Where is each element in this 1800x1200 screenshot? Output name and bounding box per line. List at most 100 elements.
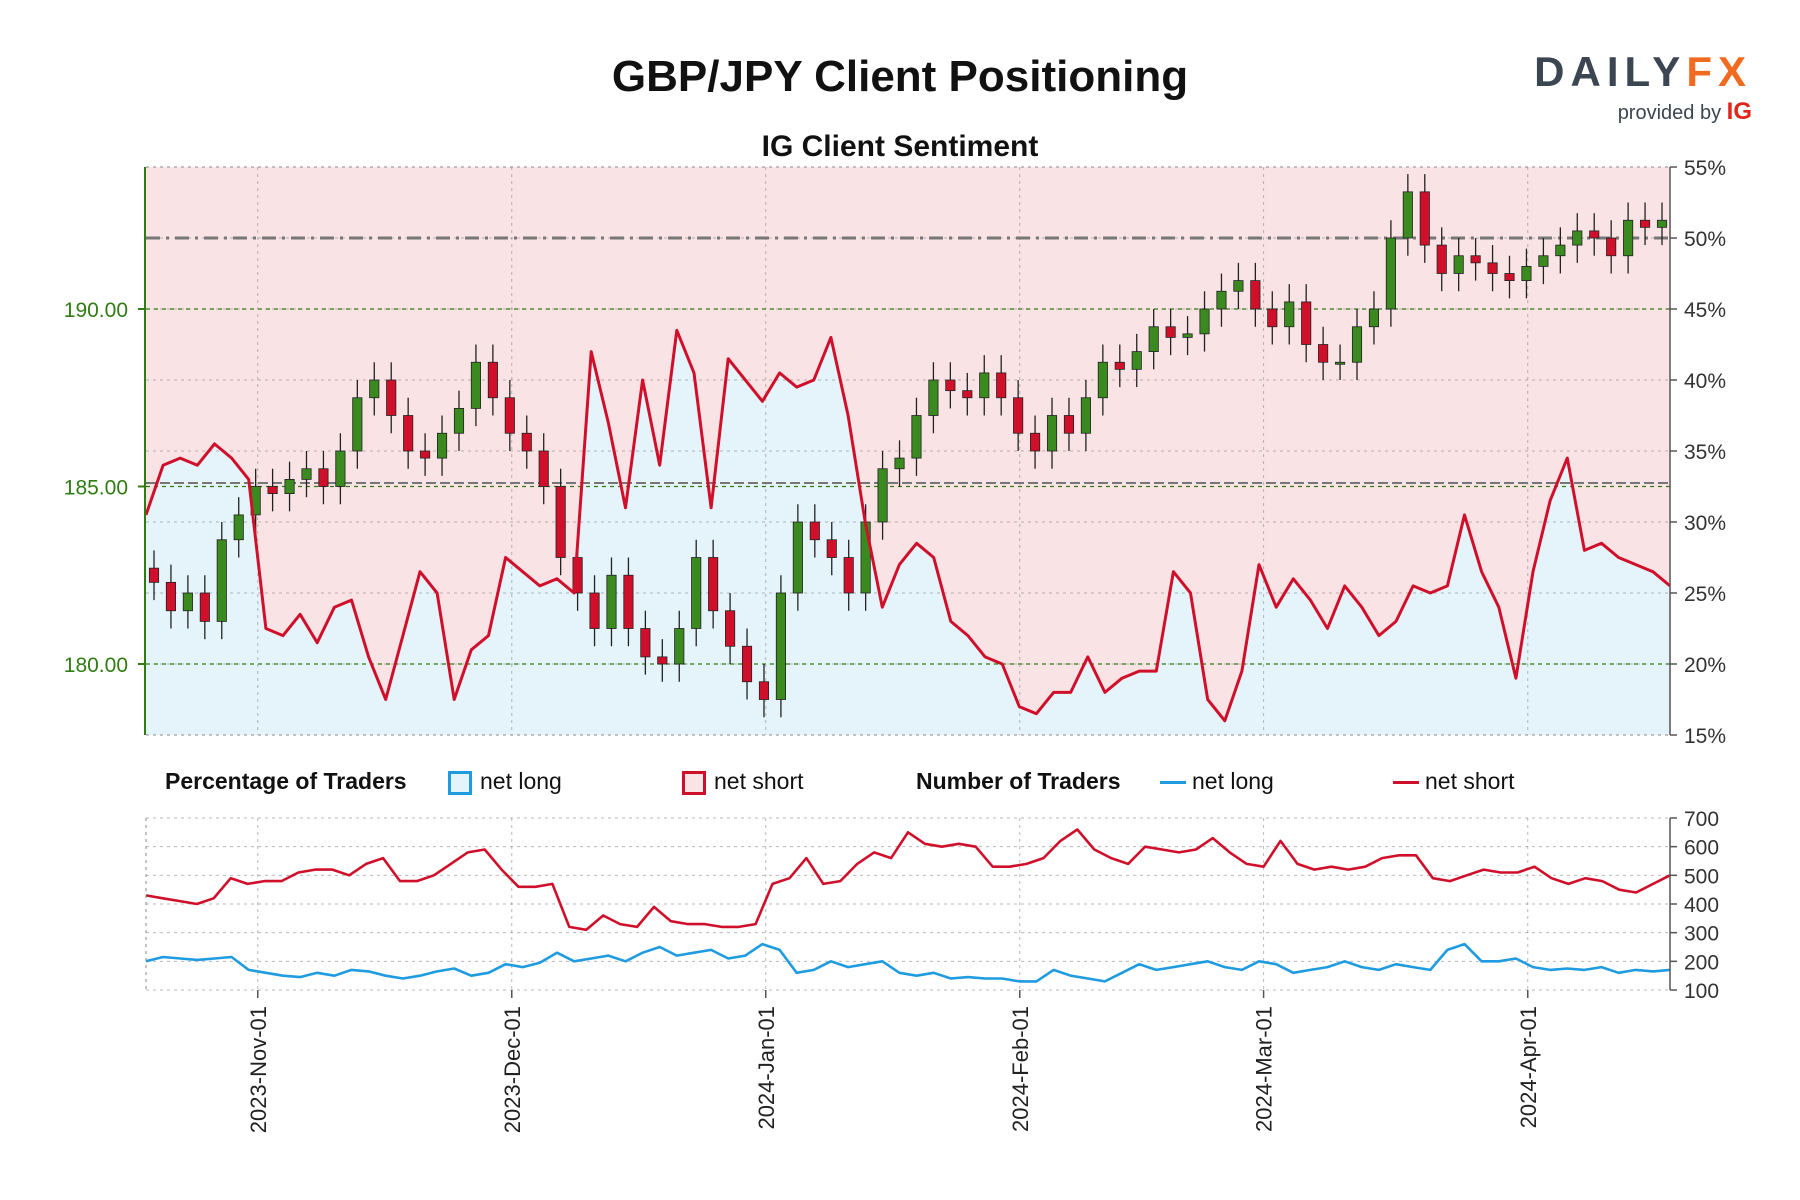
candle-body: [521, 432, 532, 452]
candle-body: [1080, 397, 1091, 434]
date-tick-label: 2023-Dec-01: [500, 1006, 525, 1133]
candle-body: [436, 432, 448, 459]
candle-body: [1013, 397, 1024, 434]
candle-body: [945, 379, 956, 392]
traders-line-net-long: [145, 942, 1671, 983]
date-tick-label: 2023-Nov-01: [246, 1006, 271, 1133]
candle-body: [1114, 361, 1125, 370]
candle-body: [1521, 265, 1532, 281]
percent-tick-label: 20%: [1684, 654, 1726, 677]
candle-body: [1623, 219, 1634, 257]
brand-provider-logo: IG: [1726, 98, 1752, 125]
traders-tick-label: 700: [1684, 808, 1719, 831]
price-candles: [148, 174, 1668, 718]
candle-body: [420, 450, 431, 459]
brand-wordmark: DAILYFX: [1534, 48, 1752, 96]
traders-tick-label: 500: [1684, 865, 1719, 888]
candle-body: [182, 592, 193, 612]
chart-title: GBP/JPY Client Positioning: [611, 52, 1189, 101]
candle-body: [1131, 351, 1142, 370]
candle-body: [267, 486, 278, 494]
main-plot-grid: [146, 166, 1670, 736]
legend-pct-long-swatch: [448, 771, 472, 795]
candle-body: [1216, 290, 1227, 310]
candle-body: [504, 397, 515, 434]
percent-tick-label: 45%: [1684, 299, 1726, 322]
candle-body: [1538, 255, 1549, 267]
date-tick-label: 2024-Jan-01: [754, 1006, 779, 1130]
candle-body: [369, 379, 380, 399]
traders-lines: [145, 828, 1671, 983]
brand-logo: DAILYFX provided by IG: [1530, 48, 1770, 128]
legend-pct-long-label: net long: [480, 768, 562, 794]
candle-body: [1385, 237, 1396, 310]
percent-tick-label: 50%: [1684, 228, 1726, 251]
candle-body: [1419, 191, 1430, 246]
traders-tick-label: 300: [1684, 923, 1719, 946]
date-axis: 2023-Nov-01 2023-Dec-01 2024-Jan-01 2024-Fe…: [246, 990, 1541, 1133]
candle-body: [233, 514, 244, 541]
candle-body: [1030, 432, 1041, 452]
traders-tick-label: 600: [1684, 837, 1719, 860]
net-long-percent-line: [144, 328, 1671, 723]
candle-body: [674, 628, 685, 665]
candle-body: [894, 457, 905, 470]
candle-body: [1097, 361, 1108, 399]
candle-body: [640, 628, 651, 658]
price-tick-label: 180.00: [64, 654, 128, 677]
candle-body: [928, 379, 939, 416]
candle-body: [1233, 280, 1244, 292]
candle-body: [1318, 344, 1329, 363]
candle-body: [1267, 308, 1278, 328]
legend-num-title: Number of Traders: [916, 768, 1121, 794]
candle-body: [1284, 301, 1295, 328]
candle-body: [1504, 273, 1515, 281]
candle-body: [1335, 361, 1346, 365]
candle-body: [792, 521, 803, 594]
legend-num-long-swatch: [1160, 781, 1186, 784]
candle-body: [962, 390, 973, 399]
candle-body: [487, 361, 498, 399]
candle-body: [386, 379, 397, 416]
date-tick-label: 2024-Feb-01: [1008, 1006, 1033, 1132]
candle-body: [758, 681, 770, 700]
candle-body: [1572, 230, 1583, 246]
candle-body: [1487, 262, 1498, 274]
candle-body: [1165, 326, 1176, 338]
traders-tick-label: 400: [1684, 894, 1719, 917]
candle-body: [1470, 255, 1481, 264]
legend-pct-short-swatch: [682, 771, 706, 795]
candle-body: [606, 574, 617, 629]
traders-line-net-short: [145, 828, 1671, 932]
date-tick-label: 2024-Mar-01: [1252, 1006, 1277, 1132]
candle-body: [741, 645, 753, 683]
percent-tick-label: 55%: [1684, 157, 1726, 180]
candle-body: [1402, 191, 1413, 239]
candle-body: [148, 567, 160, 583]
percent-tick-label: 30%: [1684, 512, 1726, 535]
candle-body: [1182, 333, 1193, 338]
brand-provider: provided by IG: [1618, 98, 1752, 126]
candle-body: [911, 415, 922, 459]
candle-body: [1368, 308, 1380, 328]
main-plot-axes: 15% 20% 25% 30% 35% 40% 45% 50% 55% 180.00 185.00 1…: [64, 157, 1726, 748]
percent-tick-label: 25%: [1684, 583, 1726, 606]
candle-body: [826, 539, 837, 558]
candle-body: [453, 407, 465, 434]
date-tick-label: 2024-Apr-01: [1516, 1006, 1541, 1128]
candle-body: [1301, 301, 1312, 345]
candle-body: [775, 592, 786, 700]
candle-body: [301, 468, 312, 480]
price-tick-label: 185.00: [64, 477, 128, 500]
brand-provider-text: provided by: [1617, 102, 1722, 124]
candle-body: [1639, 219, 1651, 228]
chart-subtitle: IG Client Sentiment: [761, 130, 1039, 163]
candle-body: [1589, 230, 1600, 239]
legend-pct-title: Percentage of Traders: [165, 768, 407, 794]
candle-body: [165, 581, 177, 612]
candle-body: [1351, 326, 1363, 363]
legend-num-short-label: net short: [1425, 768, 1515, 794]
candle-body: [1656, 219, 1668, 228]
candle-body: [623, 574, 634, 629]
